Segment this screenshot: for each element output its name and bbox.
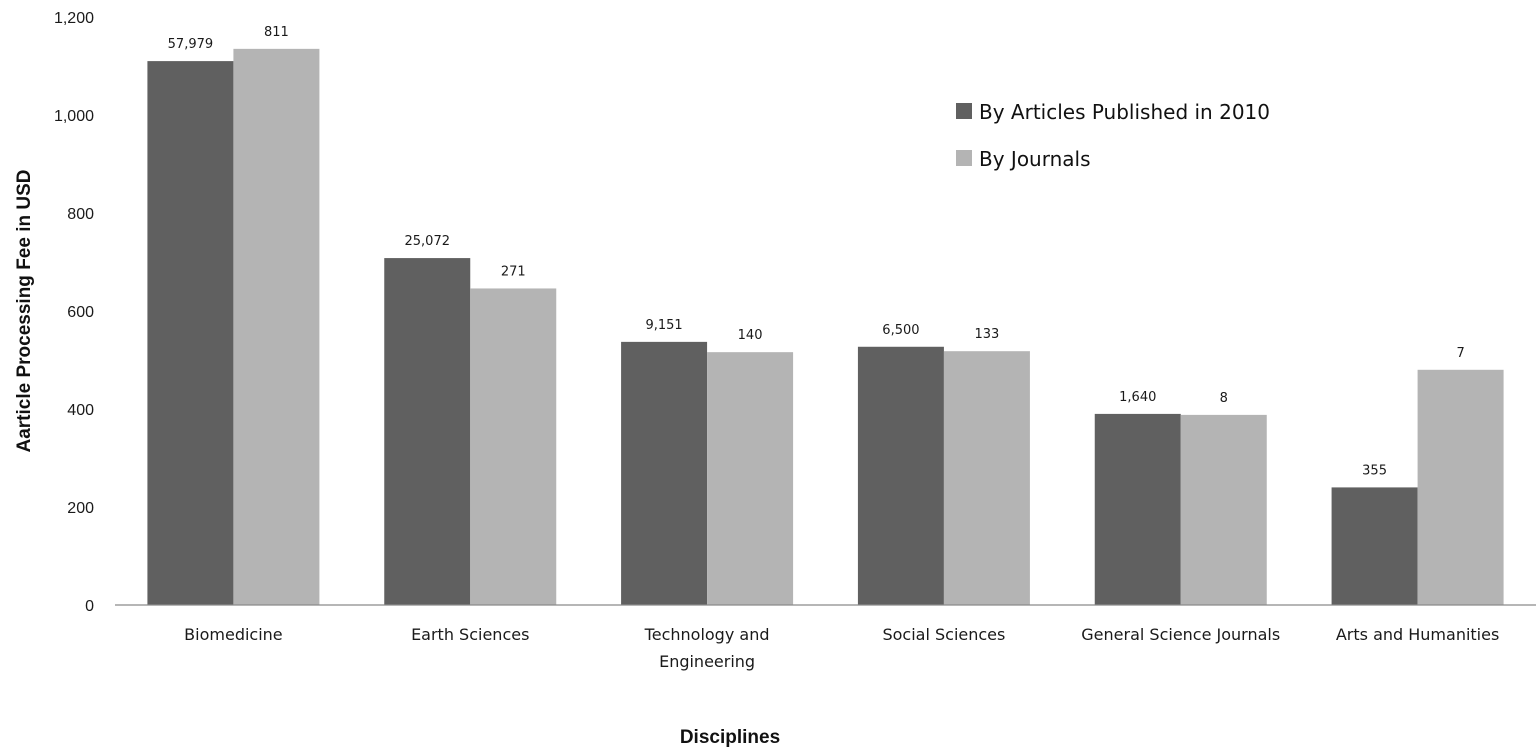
y-tick-label: 800 bbox=[67, 206, 94, 223]
x-axis-category-labels: Biomedicine Earth Sciences Technology and E… bbox=[184, 625, 1499, 671]
data-label: 7 bbox=[1456, 346, 1464, 361]
bar bbox=[857, 346, 944, 605]
x-axis-title: Disciplines bbox=[680, 727, 780, 748]
data-label: 140 bbox=[738, 328, 763, 343]
y-tick-label: 1,000 bbox=[54, 108, 94, 125]
bar bbox=[707, 352, 794, 605]
y-tick-label: 400 bbox=[67, 402, 94, 419]
bar bbox=[1094, 413, 1181, 605]
y-tick-label: 200 bbox=[67, 500, 94, 517]
bar bbox=[147, 61, 234, 606]
x-category-label: Earth Sciences bbox=[411, 625, 529, 644]
y-axis-ticks: 0 200 400 600 800 1,000 1,200 bbox=[54, 10, 94, 615]
x-category-label: General Science Journals bbox=[1081, 625, 1280, 644]
y-tick-label: 1,200 bbox=[54, 10, 94, 27]
bar bbox=[470, 288, 557, 605]
bars bbox=[147, 48, 1504, 606]
data-labels: 57,979 811 25,072 271 9,151 140 6,500 133 1,640 8… bbox=[168, 25, 1465, 479]
bar bbox=[1331, 487, 1418, 605]
bar bbox=[1180, 414, 1267, 605]
bar bbox=[1417, 369, 1504, 605]
data-label: 57,979 bbox=[168, 37, 214, 52]
x-category-label: Technology and Engineering bbox=[644, 625, 770, 671]
data-label: 25,072 bbox=[405, 234, 451, 249]
legend-label: By Journals bbox=[979, 147, 1091, 171]
bar bbox=[384, 258, 471, 605]
data-label: 355 bbox=[1362, 463, 1387, 478]
y-tick-label: 600 bbox=[67, 304, 94, 321]
bar bbox=[621, 341, 708, 605]
legend-swatch bbox=[956, 150, 972, 166]
legend-label: By Articles Published in 2010 bbox=[979, 100, 1270, 124]
legend-swatch bbox=[956, 103, 972, 119]
x-category-label: Arts and Humanities bbox=[1336, 625, 1499, 644]
bar bbox=[943, 351, 1030, 605]
bar bbox=[233, 48, 320, 606]
data-label: 6,500 bbox=[882, 323, 919, 338]
x-category-label: Biomedicine bbox=[184, 625, 282, 644]
legend: By Articles Published in 2010 By Journals bbox=[956, 100, 1270, 171]
y-tick-label: 0 bbox=[85, 598, 94, 615]
data-label: 8 bbox=[1220, 391, 1228, 406]
data-label: 9,151 bbox=[645, 318, 682, 333]
data-label: 811 bbox=[264, 25, 289, 40]
data-label: 271 bbox=[501, 264, 526, 279]
data-label: 1,640 bbox=[1119, 390, 1156, 405]
y-axis-title: Aarticle Processing Fee in USD bbox=[14, 170, 35, 453]
x-category-label: Social Sciences bbox=[882, 625, 1005, 644]
data-label: 133 bbox=[975, 327, 1000, 342]
